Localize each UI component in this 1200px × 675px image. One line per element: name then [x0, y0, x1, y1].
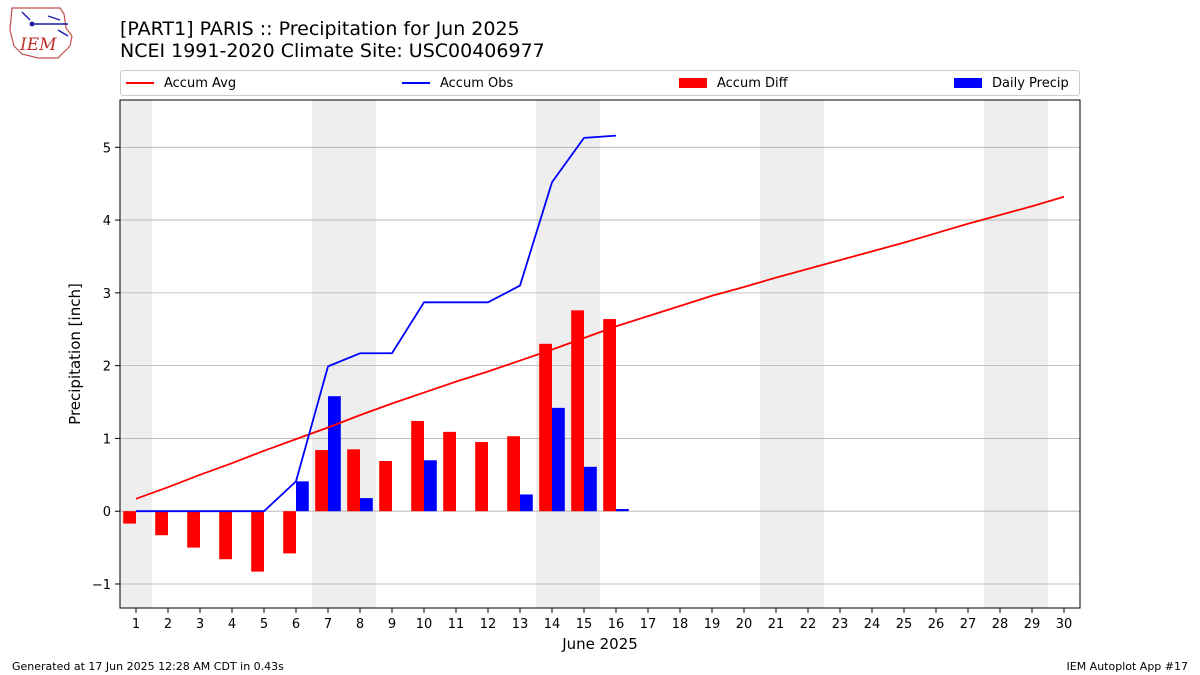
accum-diff-bar-16 — [603, 319, 616, 512]
legend-item-daily-precip: Daily Precip — [954, 73, 1069, 93]
x-tick-label-5: 5 — [260, 617, 268, 632]
x-tick-label-6: 6 — [292, 617, 300, 632]
accum-obs-line — [136, 134, 617, 513]
x-tick-label-23: 23 — [832, 617, 849, 632]
legend-item-accum-diff: Accum Diff — [679, 73, 788, 93]
weekend-band-1 — [120, 100, 152, 608]
legend-swatch-accum-diff — [679, 78, 707, 88]
legend-label-accum-obs: Accum Obs — [440, 75, 514, 91]
app-label: IEM Autoplot App #17 — [1066, 660, 1189, 673]
daily-precip-bar-15 — [584, 466, 597, 512]
x-tick-label-8: 8 — [356, 617, 364, 632]
weekend-band-22 — [792, 100, 824, 608]
accum-diff-bar-6 — [283, 511, 296, 554]
y-tick-label-0: −1 — [92, 578, 111, 593]
weekend-band-29 — [1016, 100, 1048, 608]
x-tick-label-2: 2 — [164, 617, 172, 632]
plot-frame — [119, 99, 1081, 609]
legend-item-accum-avg: Accum Avg — [126, 73, 236, 93]
x-tick-label-7: 7 — [324, 617, 332, 632]
x-tick-label-27: 27 — [960, 617, 977, 632]
accum-diff-bar-12 — [475, 442, 488, 512]
weekend-band-7 — [312, 100, 344, 608]
legend-item-accum-obs: Accum Obs — [402, 73, 513, 93]
weekend-band-21 — [760, 100, 792, 608]
accum-diff-bar-2 — [155, 511, 168, 536]
x-tick-label-13: 13 — [512, 617, 529, 632]
accum-diff-bar-1 — [123, 511, 136, 524]
x-tick-label-15: 15 — [576, 617, 593, 632]
accum-diff-bar-8 — [347, 449, 360, 512]
svg-text:IEM: IEM — [19, 35, 57, 55]
x-tick-label-22: 22 — [800, 617, 817, 632]
daily-precip-bar-7 — [328, 396, 341, 512]
accum-avg-line — [135, 195, 1065, 500]
y-tick-label-3: 2 — [103, 360, 111, 375]
x-tick-label-16: 16 — [608, 617, 625, 632]
x-tick-label-9: 9 — [388, 617, 396, 632]
x-tick-label-17: 17 — [640, 617, 657, 632]
legend-label-accum-avg: Accum Avg — [164, 75, 237, 91]
y-tick-label-4: 3 — [103, 287, 111, 302]
x-tick-label-3: 3 — [196, 617, 204, 632]
accum-diff-bar-9 — [379, 460, 392, 512]
bars — [123, 310, 629, 572]
daily-precip-bar-10 — [424, 460, 437, 512]
x-tick-label-1: 1 — [132, 617, 140, 632]
iem-logo: IEM — [9, 7, 73, 59]
x-tick-label-19: 19 — [704, 617, 721, 632]
accum-diff-bar-15 — [571, 310, 584, 512]
accum-diff-bar-3 — [187, 511, 200, 548]
y-gridlines — [120, 146, 1080, 585]
x-axis-label: June 2025 — [561, 635, 638, 653]
x-tick-label-25: 25 — [896, 617, 913, 632]
weekend-band-28 — [984, 100, 1016, 608]
y-tick-label-2: 1 — [103, 432, 111, 447]
daily-precip-bar-16 — [616, 509, 629, 512]
accum-diff-bar-14 — [539, 343, 552, 512]
x-tick-label-10: 10 — [416, 617, 433, 632]
daily-precip-bar-13 — [520, 494, 533, 512]
daily-precip-bar-8 — [360, 498, 373, 512]
x-tick-label-12: 12 — [480, 617, 497, 632]
legend: Accum Avg Accum Obs Accum Diff Daily Pre… — [120, 70, 1080, 96]
daily-precip-bar-14 — [552, 407, 565, 512]
y-tick-label-5: 4 — [103, 214, 111, 229]
y-tick-label-1: 0 — [103, 505, 111, 520]
x-tick-label-11: 11 — [448, 617, 465, 632]
x-tick-label-28: 28 — [992, 617, 1009, 632]
legend-swatch-accum-obs — [402, 82, 430, 84]
generated-timestamp: Generated at 17 Jun 2025 12:28 AM CDT in… — [12, 660, 284, 673]
chart-title: [PART1] PARIS :: Precipitation for Jun 2… — [120, 18, 520, 40]
accum-diff-bar-7 — [315, 450, 328, 512]
legend-label-accum-diff: Accum Diff — [717, 75, 788, 91]
x-tick-label-4: 4 — [228, 617, 236, 632]
accum-diff-bar-5 — [251, 511, 264, 572]
accum-diff-bar-10 — [411, 420, 424, 512]
chart-subtitle: NCEI 1991-2020 Climate Site: USC00406977 — [120, 40, 545, 62]
x-tick-label-26: 26 — [928, 617, 945, 632]
accum-diff-bar-11 — [443, 431, 456, 512]
legend-label-daily-precip: Daily Precip — [992, 75, 1069, 91]
x-tick-label-14: 14 — [544, 617, 561, 632]
y-tick-label-6: 5 — [103, 141, 111, 156]
x-tick-label-20: 20 — [736, 617, 753, 632]
legend-swatch-daily-precip — [954, 78, 982, 88]
accum-diff-bar-13 — [507, 436, 520, 512]
x-tick-label-30: 30 — [1056, 617, 1073, 632]
daily-precip-bar-6 — [296, 481, 309, 512]
y-axis-label: Precipitation [inch] — [66, 283, 84, 425]
x-tick-label-18: 18 — [672, 617, 689, 632]
legend-swatch-accum-avg — [126, 82, 154, 84]
x-tick-label-21: 21 — [768, 617, 785, 632]
accum-diff-bar-4 — [219, 511, 232, 560]
x-tick-label-29: 29 — [1024, 617, 1041, 632]
lines — [135, 134, 1065, 513]
x-tick-label-24: 24 — [864, 617, 881, 632]
